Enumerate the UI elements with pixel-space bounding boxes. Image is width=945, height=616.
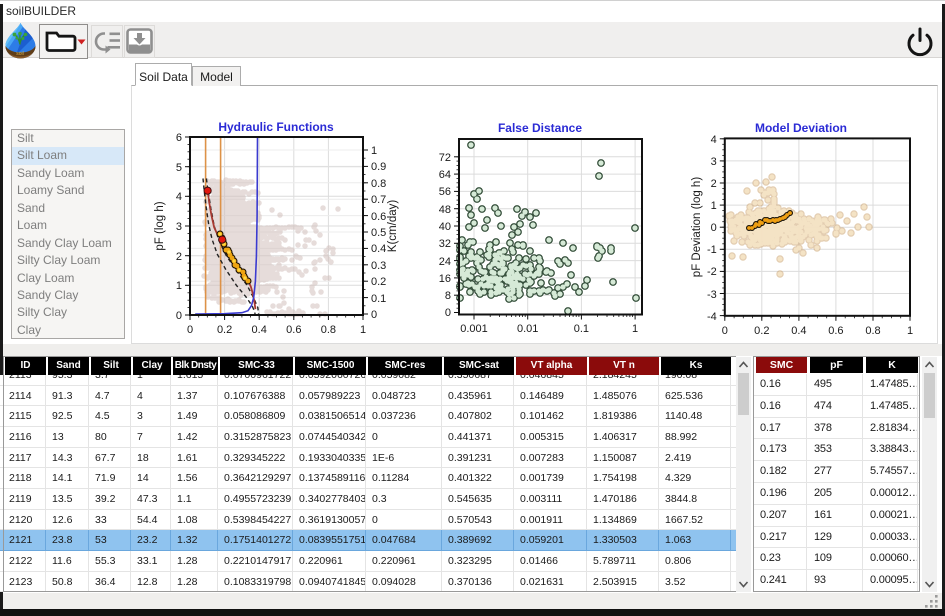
- svg-text:1: 1: [632, 323, 638, 335]
- svg-text:1: 1: [711, 200, 717, 212]
- svg-text:0.2: 0.2: [217, 324, 232, 336]
- svg-text:0.6: 0.6: [828, 325, 843, 337]
- svg-text:-1: -1: [707, 244, 717, 256]
- svg-text:0.1: 0.1: [574, 323, 589, 335]
- svg-text:0: 0: [445, 307, 451, 319]
- svg-text:-3: -3: [707, 289, 717, 301]
- svg-text:pF (log h): pF (log h): [154, 201, 166, 250]
- svg-text:0.8: 0.8: [865, 325, 880, 337]
- svg-text:0.4: 0.4: [791, 325, 806, 337]
- svg-text:0.9: 0.9: [371, 161, 386, 173]
- svg-text:pF Deviation (log h): pF Deviation (log h): [691, 177, 703, 278]
- svg-text:0: 0: [176, 310, 182, 322]
- svg-text:64: 64: [439, 169, 451, 181]
- svg-text:24: 24: [439, 256, 451, 268]
- svg-text:3: 3: [711, 156, 717, 168]
- svg-text:4: 4: [176, 191, 182, 203]
- svg-text:0.001: 0.001: [460, 323, 488, 335]
- svg-text:1: 1: [360, 324, 366, 336]
- svg-text:0.6: 0.6: [371, 211, 386, 223]
- svg-text:1: 1: [371, 145, 377, 157]
- svg-text:40: 40: [439, 221, 451, 233]
- svg-text:72: 72: [439, 152, 451, 164]
- svg-text:-4: -4: [707, 311, 717, 323]
- svg-text:0.4: 0.4: [371, 243, 386, 255]
- svg-text:-2: -2: [707, 266, 717, 278]
- svg-text:48: 48: [439, 204, 451, 216]
- svg-text:K(cm/day): K(cm/day): [387, 200, 399, 253]
- svg-text:0.8: 0.8: [371, 178, 386, 190]
- svg-text:16: 16: [439, 273, 451, 285]
- svg-text:0: 0: [722, 325, 728, 337]
- svg-text:Model Deviation: Model Deviation: [755, 121, 847, 135]
- svg-text:0.2: 0.2: [371, 276, 386, 288]
- svg-text:0.6: 0.6: [286, 324, 301, 336]
- svg-text:0.3: 0.3: [371, 260, 386, 272]
- svg-text:3: 3: [176, 221, 182, 233]
- svg-text:8: 8: [445, 290, 451, 302]
- svg-text:1: 1: [907, 325, 913, 337]
- svg-text:32: 32: [439, 238, 451, 250]
- svg-text:0: 0: [371, 309, 377, 321]
- svg-text:Hydraulic Functions: Hydraulic Functions: [218, 120, 334, 134]
- svg-text:0.8: 0.8: [321, 324, 336, 336]
- svg-text:4: 4: [711, 134, 717, 146]
- svg-text:0.7: 0.7: [371, 194, 386, 206]
- svg-text:1: 1: [176, 280, 182, 292]
- svg-text:0.1: 0.1: [371, 293, 386, 305]
- svg-text:False Distance: False Distance: [498, 121, 582, 135]
- svg-text:0.01: 0.01: [517, 323, 538, 335]
- svg-text:0.4: 0.4: [252, 324, 267, 336]
- svg-text:soil: soil: [16, 51, 24, 57]
- svg-text:2: 2: [176, 251, 182, 263]
- svg-text:56: 56: [439, 186, 451, 198]
- svg-text:6: 6: [176, 132, 182, 144]
- svg-text:2: 2: [711, 178, 717, 190]
- svg-text:0.2: 0.2: [754, 325, 769, 337]
- svg-text:0: 0: [187, 324, 193, 336]
- svg-text:0.5: 0.5: [371, 227, 386, 239]
- svg-text:0: 0: [711, 222, 717, 234]
- svg-text:5: 5: [176, 162, 182, 174]
